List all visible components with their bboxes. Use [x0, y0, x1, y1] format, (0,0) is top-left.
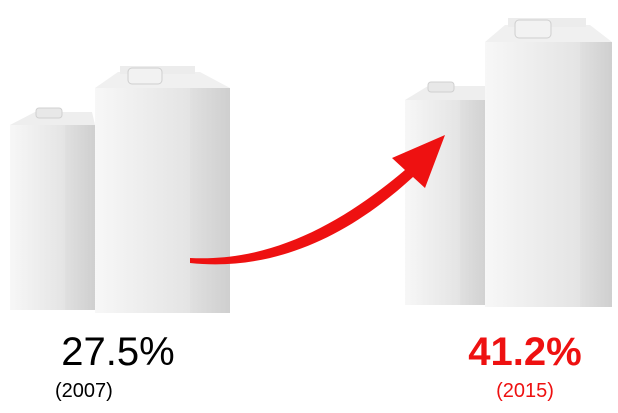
carton-small-left [10, 107, 95, 310]
value-2007: 27.5% [61, 330, 174, 374]
year-2007: (2007) [55, 380, 113, 402]
carton-large-right [485, 18, 612, 307]
carton-large-left [95, 66, 230, 313]
value-2015: 41.2% [468, 330, 581, 374]
year-2015: (2015) [496, 380, 554, 402]
carton-small-right [405, 81, 490, 305]
growth-arrow [190, 135, 445, 265]
